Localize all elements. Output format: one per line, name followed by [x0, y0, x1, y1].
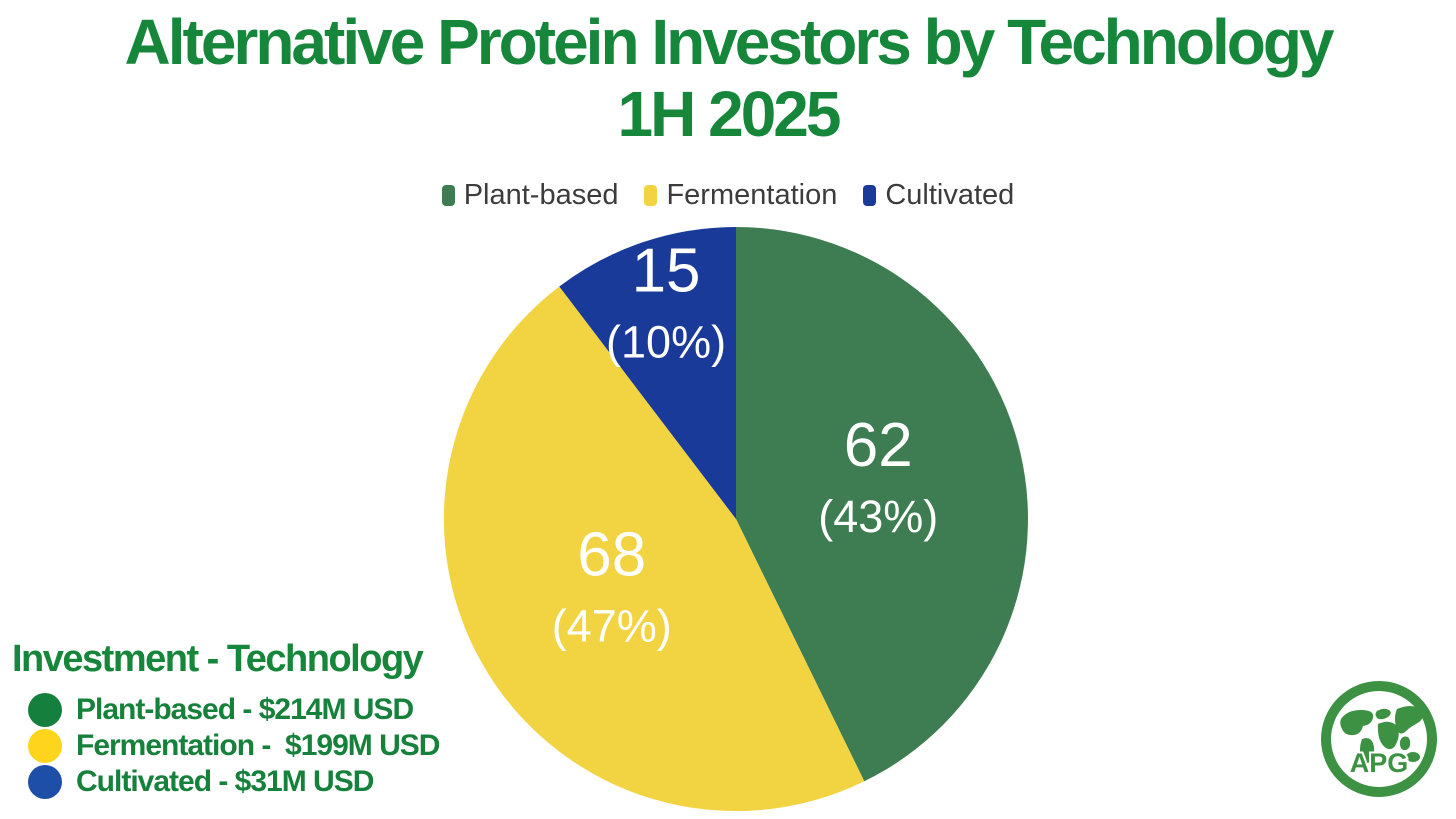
- investment-row-plant-based: Plant-based - $214M USD: [28, 692, 439, 728]
- pie-slice-cultivated: [559, 226, 736, 519]
- logo-text: APG: [1350, 748, 1409, 778]
- investment-legend-heading: Investment - Technology: [12, 638, 424, 680]
- logo-ring-icon: [1321, 681, 1437, 797]
- cultivated-dot-icon: [28, 765, 62, 799]
- investment-row-cultivated: Cultivated - $31M USD: [28, 764, 439, 800]
- pie-percent-plant-based: (43%): [818, 491, 938, 542]
- legend-item-cultivated: Cultivated: [863, 181, 1014, 210]
- pie-slice-plant-based: [736, 227, 1028, 782]
- legend-item-plant-based: Plant-based: [441, 179, 619, 211]
- investment-legend: Plant-based - $214M USD Fermentation - $…: [28, 692, 440, 800]
- title-line-1: Alternative Protein Investors by Technol…: [124, 6, 1335, 78]
- legend-label-cultivated: Cultivated: [885, 179, 1015, 211]
- pie-percent-cultivated: (10%): [606, 316, 726, 367]
- chart-legend: Plant-based Fermentation Cultivated: [0, 181, 1456, 210]
- investment-label-cultivated: Cultivated - $31M USD: [76, 765, 374, 798]
- legend-label-plant-based: Plant-based: [463, 179, 619, 211]
- pie-percent-fermentation: (47%): [552, 601, 672, 652]
- legend-marker-fermentation-icon: [644, 185, 658, 206]
- apg-globe-logo: APG: [1321, 681, 1437, 797]
- world-map-icon: [1340, 705, 1423, 764]
- pie-value-fermentation: 68: [577, 521, 646, 590]
- plant-based-dot-icon: [28, 693, 62, 727]
- title-line-2: 1H 2025: [617, 78, 842, 151]
- pie-value-plant-based: 62: [844, 411, 913, 480]
- investment-label-fermentation: Fermentation - $199M USD: [76, 729, 440, 762]
- pie-slice-fermentation: [443, 286, 865, 812]
- page-title: Alternative Protein Investors by Technol…: [0, 6, 1456, 151]
- investment-label-plant-based: Plant-based - $214M USD: [76, 693, 414, 726]
- pie-value-cultivated: 15: [632, 236, 701, 305]
- legend-marker-cultivated-icon: [863, 185, 877, 206]
- investment-row-fermentation: Fermentation - $199M USD: [28, 728, 440, 764]
- legend-label-fermentation: Fermentation: [666, 179, 838, 211]
- legend-item-fermentation: Fermentation: [644, 181, 837, 210]
- fermentation-dot-icon: [28, 729, 62, 763]
- legend-marker-plant-based-icon: [441, 185, 455, 206]
